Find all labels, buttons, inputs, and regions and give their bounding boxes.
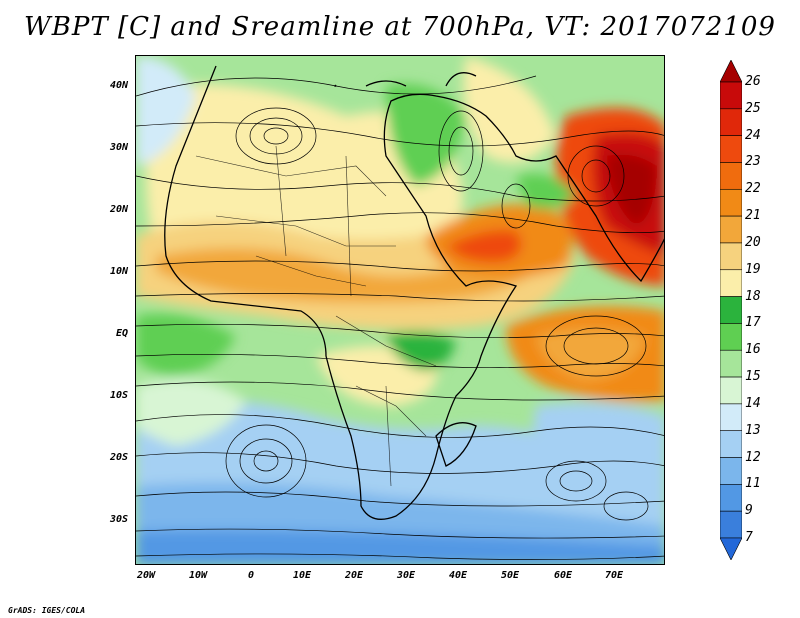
colorbar-cell: [720, 188, 742, 217]
chart-title: WBPT [C] and Sreamline at 700hPa, VT: 20…: [24, 12, 776, 42]
colorbar-cell: [720, 135, 742, 163]
lon-tick-label: 10W: [188, 570, 208, 581]
colorbar-label: 26: [745, 74, 761, 89]
lon-tick-label: 20E: [344, 570, 364, 581]
colorbar-cell: [720, 81, 742, 110]
lon-tick-label: 20W: [136, 570, 156, 581]
lon-tick-label: 40E: [448, 570, 468, 581]
streamlines: [136, 75, 664, 560]
colorbar-label: 19: [745, 261, 761, 277]
colorbar-label: 21: [745, 208, 761, 224]
colorbar-label: 23: [745, 154, 761, 170]
map-field: [136, 56, 664, 564]
colorbar: [720, 60, 742, 560]
footer-credit: GrADS: IGES/COLA: [8, 606, 86, 615]
colorbar-label: 20: [745, 234, 761, 250]
colorbar-cell: [720, 108, 742, 136]
lon-tick-label: 30E: [396, 570, 416, 581]
colorbar-cell: [720, 349, 742, 378]
colorbar-label: 24: [745, 127, 761, 143]
colorbar-bottom-triangle: [720, 537, 742, 560]
colorbar-label: 13: [745, 422, 761, 438]
map-plot: [135, 55, 665, 565]
colorbar-cell: [720, 162, 742, 190]
lat-tick-label: 10S: [109, 390, 128, 401]
colorbar-label: 17: [745, 315, 761, 331]
colorbar-cell: [720, 403, 742, 432]
colorbar-label: 15: [745, 369, 761, 385]
lat-tick-label: 30N: [109, 142, 128, 153]
lat-tick-label: 40N: [109, 80, 128, 91]
colorbar-label: 14: [745, 395, 761, 411]
lat-tick-label: 20S: [109, 452, 128, 463]
colorbar-cell: [720, 242, 742, 271]
colorbar-label: 12: [745, 449, 761, 465]
colorbar-cell: [720, 376, 742, 405]
lon-tick-label: 50E: [500, 570, 520, 581]
coastlines: [164, 65, 664, 520]
colorbar-label: 11: [745, 476, 761, 492]
lon-tick-label: 70E: [604, 570, 624, 581]
colorbar-label: 18: [745, 288, 761, 304]
colorbar-cell: [720, 510, 742, 539]
colorbar-cell: [720, 323, 742, 351]
colorbar-cell: [720, 484, 742, 512]
lat-tick-label: 30S: [109, 514, 128, 525]
colorbar-label: 25: [745, 100, 761, 116]
colorbar-cell: [720, 430, 742, 458]
colorbar-label: 7: [745, 530, 753, 545]
lon-tick-label: 60E: [553, 570, 573, 581]
lon-tick-label: 10E: [292, 570, 312, 581]
colorbar-top-triangle: [720, 60, 742, 83]
lon-tick-label: 0: [247, 570, 255, 581]
country-borders: [195, 145, 437, 487]
colorbar-cell: [720, 457, 742, 485]
colorbar-cell: [720, 215, 742, 244]
colorbar-label: 16: [745, 342, 761, 358]
lat-tick-label: 10N: [109, 266, 128, 277]
lat-tick-label: 20N: [109, 204, 128, 215]
colorbar-label: 9: [745, 503, 753, 519]
colorbar-cell: [720, 269, 742, 297]
lat-tick-label: EQ: [115, 328, 128, 339]
colorbar-cell: [720, 296, 742, 324]
colorbar-label: 22: [745, 181, 761, 197]
